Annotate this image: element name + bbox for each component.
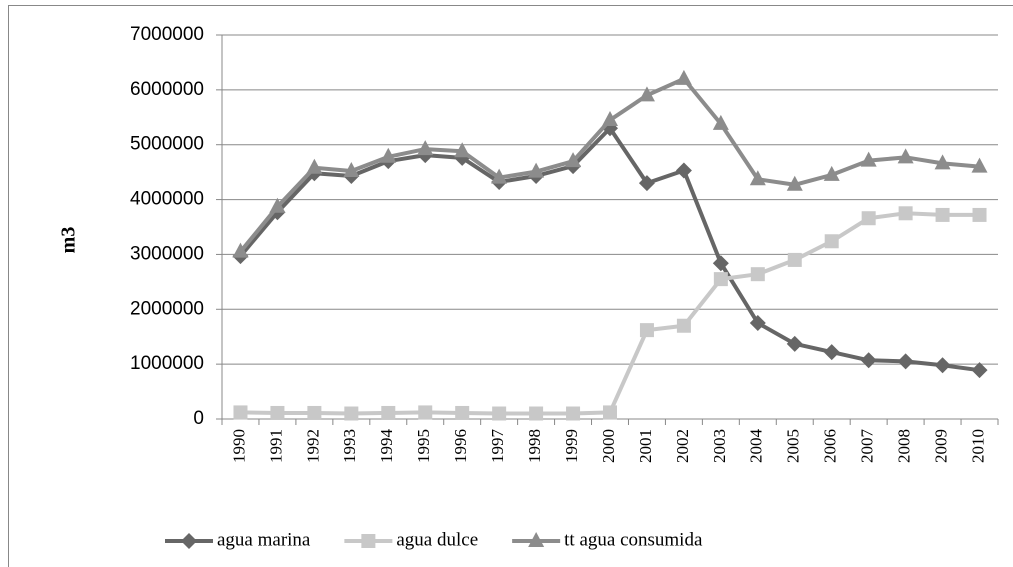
y-tick-label: 5000000 xyxy=(130,134,204,155)
x-tick-label: 1992 xyxy=(303,429,322,463)
marker xyxy=(675,162,692,179)
marker xyxy=(823,165,840,181)
x-tick-label: 2003 xyxy=(710,429,729,463)
marker xyxy=(566,406,581,421)
marker xyxy=(971,157,988,173)
x-tick-label: 2006 xyxy=(821,429,840,463)
series-line xyxy=(240,211,980,416)
marker xyxy=(181,533,197,549)
marker xyxy=(897,353,914,370)
marker xyxy=(972,207,987,222)
x-tick-label: 1991 xyxy=(266,429,285,463)
y-tick-label: 1000000 xyxy=(130,353,204,374)
marker xyxy=(639,323,654,338)
x-tick-label: 1998 xyxy=(525,429,544,463)
x-tick-label: 1993 xyxy=(340,429,359,463)
x-tick-label: 1996 xyxy=(451,429,470,463)
y-tick-label: 6000000 xyxy=(130,79,204,100)
marker xyxy=(638,175,655,192)
marker xyxy=(676,318,691,333)
marker xyxy=(344,406,359,421)
marker xyxy=(343,162,360,178)
marker xyxy=(380,147,397,163)
marker xyxy=(638,86,655,102)
frame xyxy=(8,5,1013,567)
x-tick-label: 2001 xyxy=(636,429,655,463)
marker xyxy=(860,352,877,369)
y-tick-label: 2000000 xyxy=(130,298,204,319)
marker xyxy=(750,267,765,282)
marker xyxy=(713,272,728,287)
marker xyxy=(233,405,248,420)
x-tick-label: 2005 xyxy=(784,429,803,463)
legend-label: agua dulce xyxy=(396,529,478,550)
marker xyxy=(307,405,322,420)
x-tick-label: 2010 xyxy=(968,429,987,463)
y-tick-label: 4000000 xyxy=(130,189,204,210)
marker xyxy=(675,69,692,85)
y-tick-label: 0 xyxy=(193,408,204,429)
y-axis-label: m3 xyxy=(58,227,80,254)
marker xyxy=(269,197,286,213)
marker xyxy=(270,405,285,420)
marker xyxy=(306,158,323,174)
x-tick-label: 2002 xyxy=(673,429,692,463)
marker xyxy=(528,162,545,178)
marker xyxy=(860,151,877,167)
x-tick-label: 1990 xyxy=(229,429,248,463)
marker xyxy=(823,344,840,361)
x-tick-label: 1997 xyxy=(488,429,507,464)
marker xyxy=(602,111,618,127)
marker xyxy=(787,252,802,267)
marker xyxy=(712,114,729,130)
marker xyxy=(934,154,951,170)
marker xyxy=(786,175,803,191)
marker xyxy=(361,534,376,548)
marker xyxy=(934,357,951,374)
x-tick-label: 1994 xyxy=(377,429,396,464)
marker xyxy=(824,234,839,249)
marker xyxy=(454,142,471,158)
marker xyxy=(491,168,508,184)
x-tick-label: 2009 xyxy=(931,429,950,463)
marker xyxy=(455,405,470,420)
marker xyxy=(749,315,766,331)
marker xyxy=(712,255,729,272)
marker xyxy=(861,211,876,226)
marker xyxy=(418,405,433,420)
marker xyxy=(935,207,950,222)
marker xyxy=(565,152,582,168)
marker xyxy=(417,140,434,156)
marker xyxy=(492,406,507,421)
legend-label: agua marina xyxy=(217,529,311,550)
marker xyxy=(749,170,766,186)
marker xyxy=(898,206,913,221)
marker xyxy=(232,242,249,258)
marker xyxy=(529,406,544,421)
x-tick-label: 2008 xyxy=(895,429,914,463)
x-tick-label: 1995 xyxy=(414,429,433,463)
x-tick-label: 2004 xyxy=(747,429,766,464)
x-tick-label: 1999 xyxy=(562,429,581,463)
x-tick-label: 2007 xyxy=(858,429,877,464)
marker xyxy=(786,335,803,352)
y-tick-label: 7000000 xyxy=(130,24,204,45)
marker xyxy=(971,362,988,379)
marker xyxy=(897,148,914,164)
y-tick-label: 3000000 xyxy=(130,243,204,264)
marker xyxy=(528,532,545,547)
legend-label: tt agua consumida xyxy=(564,529,703,550)
marker xyxy=(603,405,617,420)
x-tick-label: 2000 xyxy=(599,429,618,463)
marker xyxy=(381,405,396,420)
